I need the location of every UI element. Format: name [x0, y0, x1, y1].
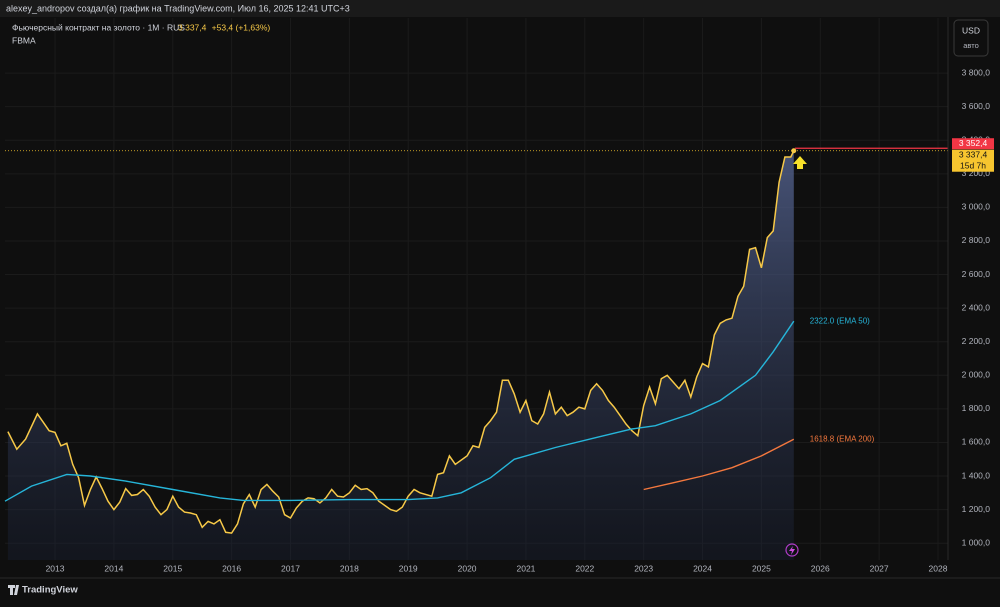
y-tick-label: 3 200,0 [962, 168, 991, 178]
symbol-label: Фьючерсный контракт на золото · 1M · RUS [12, 22, 185, 32]
x-tick-label: 2014 [104, 563, 123, 573]
price-change: +53,4 (+1,63%) [212, 22, 271, 32]
x-tick-label: 2023 [634, 563, 653, 573]
event-icon[interactable] [785, 543, 799, 557]
price-line [7, 150, 795, 534]
x-tick-label: 2028 [929, 563, 948, 573]
y-tick-label: 2 000,0 [962, 370, 991, 380]
ema-line [4, 320, 795, 502]
x-tick-label: 2024 [693, 563, 712, 573]
last-price: 3 337,4 [178, 22, 207, 32]
y-tick-label: 2 200,0 [962, 336, 991, 346]
x-tick-label: 2016 [222, 563, 241, 573]
y-tick-label: 1 400,0 [962, 470, 991, 480]
x-tick-label: 2015 [163, 563, 182, 573]
price-area [7, 150, 794, 560]
y-tick-label: 3 600,0 [962, 101, 991, 111]
x-tick-label: 2020 [458, 563, 477, 573]
x-tick-label: 2025 [752, 563, 771, 573]
x-tick-label: 2026 [811, 563, 830, 573]
currency: USD [962, 25, 980, 35]
price-box [952, 138, 994, 150]
y-tick-label: 3 800,0 [962, 67, 991, 77]
y-tick-label: 2 400,0 [962, 302, 991, 312]
indicator-label: FBMA [12, 35, 36, 45]
brand-logo [8, 585, 19, 595]
y-tick-label: 1 800,0 [962, 403, 991, 413]
currency-box[interactable] [953, 19, 989, 57]
legend: Фьючерсный контракт на золото · 1M · RUS… [12, 22, 270, 45]
x-tick-label: 2013 [46, 563, 65, 573]
ema-label: 1618.8 (EMA 200) [810, 434, 875, 443]
axes: 1 000,0 1 200,0 1 400,0 1 600,0 1 800,0 2 000… [46, 67, 994, 573]
header-text: alexey_andropov создал(а) график на Trad… [6, 3, 350, 13]
y-tick-label: 1 000,0 [962, 537, 991, 547]
y-tick-label: 2 600,0 [962, 269, 991, 279]
x-tick-label: 2021 [516, 563, 535, 573]
y-tick-label: 1 200,0 [962, 504, 991, 514]
header-bar [0, 0, 1000, 17]
x-tick-label: 2027 [870, 563, 889, 573]
countdown: 15d 7h [960, 160, 986, 170]
brand-name: TradingView [22, 585, 78, 596]
y-tick-label: 3 000,0 [962, 202, 991, 212]
ema-line [643, 438, 795, 491]
x-tick-label: 2022 [575, 563, 594, 573]
ema-label: 2322.0 (EMA 50) [810, 316, 870, 325]
last-price-box [952, 149, 994, 172]
event-bolt [789, 546, 795, 555]
brand: TradingView [8, 585, 78, 596]
plot: 2322.0 (EMA 50) 1618.8 (EMA 200) [4, 147, 948, 560]
x-tick-label: 2019 [399, 563, 418, 573]
last-price-box-label: 3 337,4 [959, 149, 988, 159]
y-tick-label: 2 800,0 [962, 235, 991, 245]
x-tick-label: 2018 [340, 563, 359, 573]
x-tick-label: 2017 [281, 563, 300, 573]
last-point [791, 148, 797, 154]
arrow-icon [793, 156, 807, 169]
price-box-label: 3 352,4 [959, 138, 988, 148]
scale-mode: авто [963, 41, 979, 50]
y-tick-label: 1 600,0 [962, 437, 991, 447]
